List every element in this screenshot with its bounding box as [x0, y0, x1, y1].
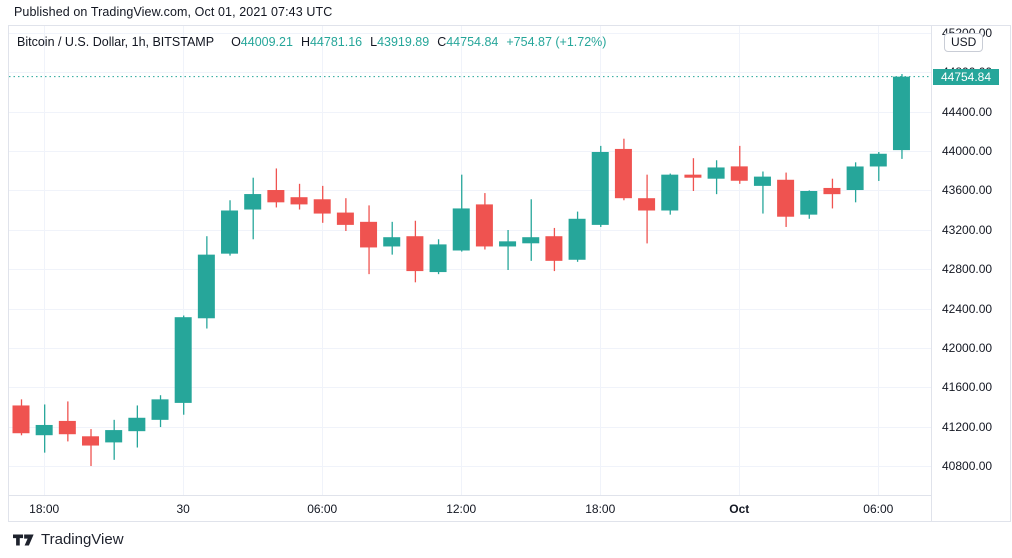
time-axis-label: 30	[176, 502, 190, 516]
candle-body	[128, 417, 146, 432]
candle-body	[475, 204, 493, 247]
candle-body	[568, 218, 586, 260]
last-price-badge: 44754.84	[933, 68, 999, 85]
symbol-title[interactable]: Bitcoin / U.S. Dollar, 1h, BITSTAMP	[17, 35, 215, 49]
candle-body	[777, 179, 795, 217]
change-value: +754.87 (+1.72%)	[506, 35, 607, 49]
candle-body	[267, 190, 285, 203]
time-axis[interactable]: 18:00 30 06:00 12:00 18:00 Oct 06:00	[9, 495, 931, 521]
candle-body	[12, 405, 30, 434]
candle-body	[638, 198, 656, 211]
candle-body	[35, 424, 53, 436]
price-axis-label: 40800.00	[942, 459, 993, 474]
tradingview-icon	[13, 534, 34, 545]
candle-body	[429, 244, 447, 273]
close-value: 44754.84	[446, 35, 499, 49]
candle-body	[823, 187, 841, 195]
candle-body	[452, 208, 470, 251]
candle-body	[105, 430, 123, 443]
low-label: L	[370, 35, 378, 49]
candlestick-plot[interactable]	[9, 26, 931, 495]
candle-body	[221, 210, 239, 254]
candle-body	[197, 254, 215, 319]
price-axis-label: 41200.00	[942, 419, 993, 434]
candle-body	[614, 148, 632, 199]
candle-body	[869, 153, 887, 167]
candle-body	[151, 399, 169, 420]
candle-body	[360, 221, 378, 248]
time-axis-label: 18:00	[585, 502, 616, 516]
candle-body	[846, 166, 864, 191]
candle-body	[336, 212, 354, 225]
price-axis[interactable]: USD 44754.84 40800.00 41200.00 41600.00 420…	[931, 26, 1010, 521]
high-value: 44781.16	[309, 35, 363, 49]
candle-body	[591, 151, 609, 225]
chart-legend: Bitcoin / U.S. Dollar, 1h, BITSTAMP O4400…	[17, 35, 606, 49]
price-axis-label: 43600.00	[942, 183, 993, 198]
price-axis-label: 42400.00	[942, 301, 993, 316]
price-axis-label: 41600.00	[942, 380, 993, 395]
candle-body	[707, 167, 725, 179]
time-axis-label: 12:00	[446, 502, 477, 516]
time-axis-label: 06:00	[863, 502, 894, 516]
candle-body	[499, 241, 517, 247]
candle-body	[684, 174, 702, 178]
candle-body	[730, 166, 748, 181]
time-axis-label: Oct	[729, 502, 750, 516]
time-axis-label: 06:00	[307, 502, 338, 516]
low-value: 43919.89	[377, 35, 430, 49]
high-label: H	[300, 35, 310, 49]
price-axis-label: 42800.00	[942, 262, 993, 277]
candle-body	[290, 197, 308, 205]
candle-body	[545, 236, 563, 261]
candle-body	[58, 420, 76, 435]
tradingview-logo[interactable]: TradingView	[13, 531, 124, 548]
price-axis-label: 43200.00	[942, 222, 993, 237]
price-axis-label: 42000.00	[942, 341, 993, 356]
candle-body	[800, 191, 818, 215]
candle-body	[406, 236, 424, 272]
candle-body	[753, 176, 771, 186]
candle-body	[892, 76, 910, 151]
tradingview-logo-text: TradingView	[41, 531, 124, 548]
price-axis-label: 44000.00	[942, 144, 993, 158]
open-label: O	[231, 35, 241, 49]
published-caption: Published on TradingView.com, Oct 01, 20…	[14, 5, 333, 19]
candle-body	[383, 237, 401, 247]
candle-body	[661, 174, 679, 211]
candle-body	[522, 237, 540, 244]
price-axis-label: 44400.00	[942, 104, 993, 119]
candle-body	[174, 317, 192, 403]
close-label: C	[437, 35, 447, 49]
open-value: 44009.21	[240, 35, 293, 49]
candle-body	[313, 199, 331, 214]
time-axis-label: 18:00	[29, 502, 60, 516]
candle-body	[82, 436, 100, 446]
currency-badge: USD	[944, 33, 984, 52]
chart-widget: Bitcoin / U.S. Dollar, 1h, BITSTAMP O4400…	[8, 25, 1011, 522]
candle-body	[244, 194, 262, 210]
